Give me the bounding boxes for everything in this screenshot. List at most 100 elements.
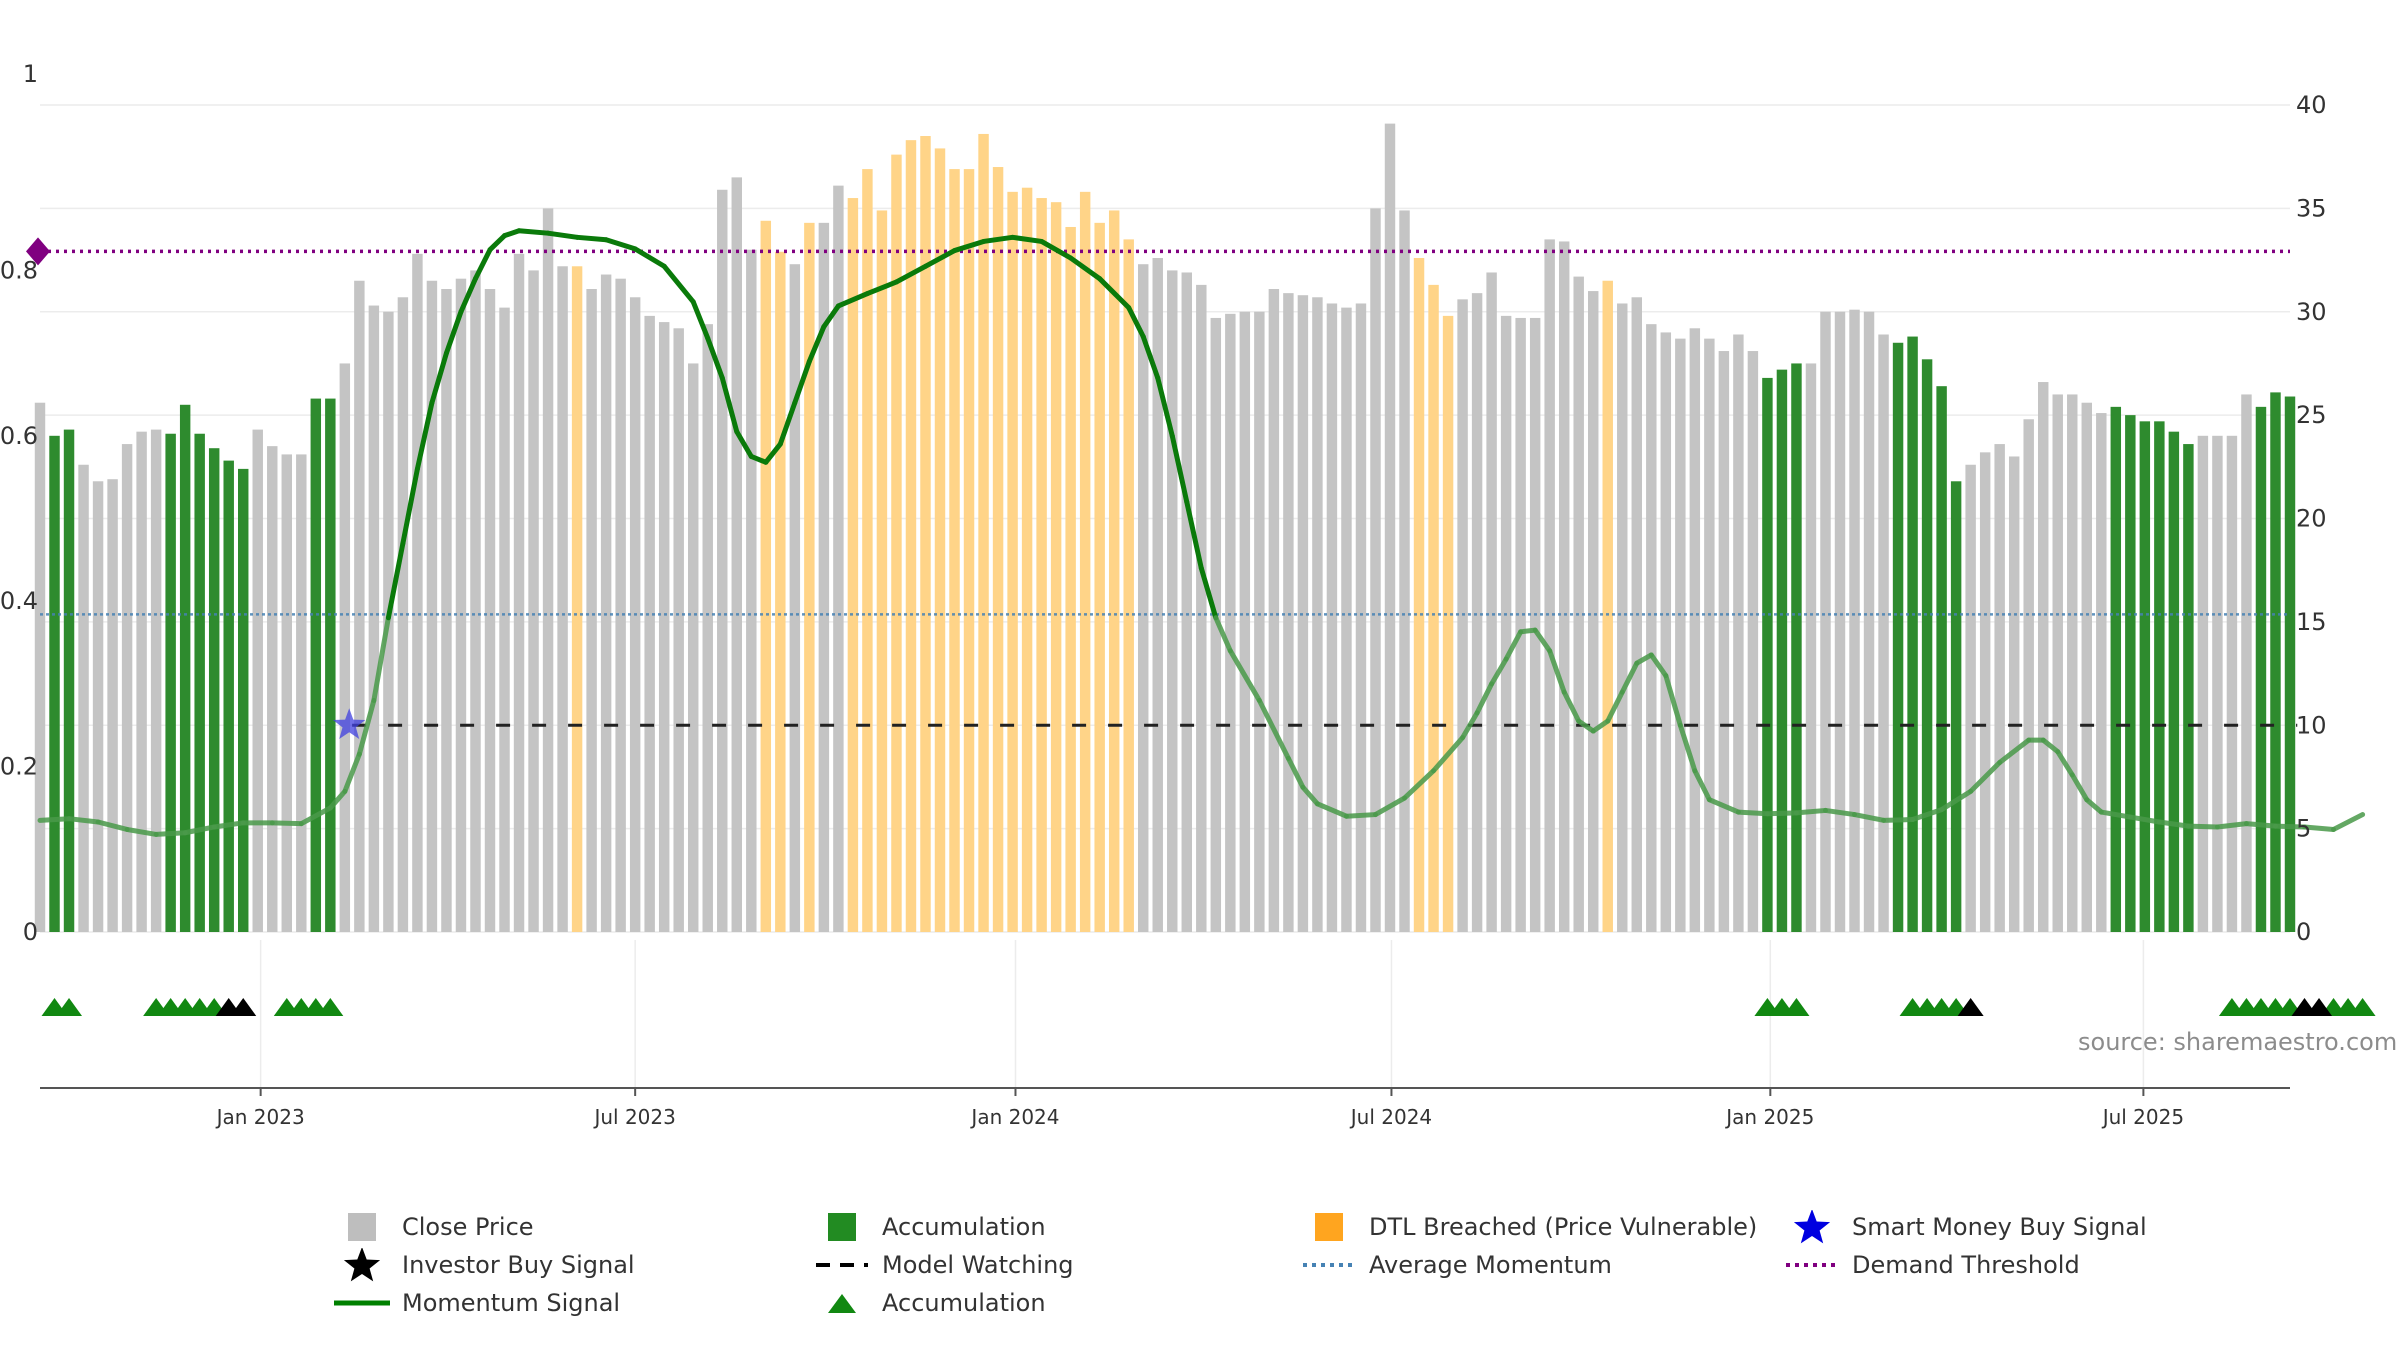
close-price-bar xyxy=(1239,311,1251,932)
close-price-bar xyxy=(1181,272,1192,932)
momentum-signal-segment xyxy=(298,805,333,827)
legend-swatch xyxy=(828,1294,856,1313)
momentum-signal-segment xyxy=(2084,797,2104,815)
legend-symbol xyxy=(810,1248,874,1282)
momentum-signal-segment xyxy=(1735,809,1770,817)
dtl-breached-bar xyxy=(1007,191,1018,932)
close-price-bar xyxy=(455,278,467,932)
dtl-breached-bar xyxy=(804,222,815,932)
momentum-signal-segment xyxy=(443,309,464,356)
momentum-signal-segment xyxy=(400,466,420,546)
close-price-bar xyxy=(746,249,757,933)
close-price-bar xyxy=(528,270,539,932)
close-price-bar xyxy=(354,280,365,932)
close-price-bar xyxy=(1471,293,1483,933)
dtl-breached-bar xyxy=(1021,187,1033,932)
right-axis-tick-label: 20 xyxy=(2296,505,2327,533)
right-axis-tick-label: 0 xyxy=(2296,918,2311,946)
momentum-signal-segment xyxy=(429,350,449,406)
accumulation-bar xyxy=(179,404,191,933)
momentum-signal-segment xyxy=(1910,807,1945,823)
momentum-signal-segment xyxy=(1285,755,1306,790)
momentum-signal-segment xyxy=(95,819,130,832)
dtl-breached-bar xyxy=(760,220,772,932)
momentum-signal-segment xyxy=(748,453,769,465)
close-price-bar xyxy=(1326,303,1338,933)
momentum-signal-segment xyxy=(864,279,899,297)
right-axis-tick-label: 30 xyxy=(2296,298,2327,326)
close-price-bar xyxy=(731,177,742,933)
momentum-signal-segment xyxy=(1634,652,1654,666)
momentum-signal-segment xyxy=(458,276,478,315)
close-price-bar xyxy=(1138,264,1149,932)
legend-symbol xyxy=(1297,1210,1361,1244)
accumulation-bar xyxy=(165,433,176,932)
close-price-bar xyxy=(1341,307,1352,932)
close-price-bar xyxy=(2023,419,2034,932)
momentum-signal-segment xyxy=(211,820,246,830)
momentum-signal-segment xyxy=(690,299,711,341)
accumulation-bar xyxy=(2270,392,2281,932)
close-price-bar xyxy=(412,253,423,933)
right-axis-tick-label: 15 xyxy=(2296,608,2327,636)
legend-item: Accumulation xyxy=(810,1210,1046,1244)
dtl-breached-bar xyxy=(775,251,786,933)
close-price-bar xyxy=(1254,311,1265,932)
close-price-bar xyxy=(1529,317,1541,932)
close-price-bar xyxy=(470,270,481,932)
momentum-signal-segment xyxy=(1968,759,2003,794)
close-price-bar xyxy=(1718,351,1730,933)
close-price-bar xyxy=(717,189,728,932)
momentum-signal-segment xyxy=(981,234,1016,244)
dtl-breached-bar xyxy=(963,169,975,932)
momentum-signal-segment xyxy=(1590,718,1611,734)
legend-symbol xyxy=(1297,1248,1361,1282)
momentum-signal-segment xyxy=(327,788,348,811)
close-price-bar xyxy=(2197,435,2209,932)
legend-item: Accumulation xyxy=(810,1286,1046,1320)
close-price-bar xyxy=(252,429,263,932)
momentum-signal-segment xyxy=(2331,812,2366,832)
momentum-signal-segment xyxy=(821,303,841,330)
close-price-bar xyxy=(339,363,351,932)
accumulation-bar xyxy=(2110,406,2122,933)
momentum-signal-segment xyxy=(2127,814,2162,825)
momentum-signal-segment xyxy=(1227,648,1262,703)
dtl-breached-bar xyxy=(1442,315,1454,932)
momentum-signal-segment xyxy=(414,400,435,472)
signal-markers xyxy=(41,708,2376,1016)
accumulation-bar xyxy=(238,468,249,932)
close-price-bar xyxy=(1617,303,1628,933)
legend-swatch xyxy=(1303,1263,1355,1267)
legend-label: Demand Threshold xyxy=(1852,1251,2080,1279)
left-axis-tick-label: 1 xyxy=(23,60,38,88)
momentum-signal-segment xyxy=(893,263,928,285)
legend-label: DTL Breached (Price Vulnerable) xyxy=(1369,1213,1758,1241)
close-price-bar xyxy=(1500,315,1512,932)
dtl-breached-bar xyxy=(1036,198,1047,933)
momentum-signal-segment xyxy=(1706,797,1741,815)
accumulation-bar xyxy=(223,460,234,932)
momentum-signal-segment xyxy=(385,540,406,621)
close-price-bar xyxy=(499,307,510,932)
accumulation-bar xyxy=(63,429,75,932)
legend-label: Model Watching xyxy=(882,1251,1074,1279)
accumulation-triangle xyxy=(1783,998,1810,1016)
legend-symbol xyxy=(1780,1248,1844,1282)
right-axis-tick-label: 40 xyxy=(2296,91,2327,119)
momentum-signal-segment xyxy=(1881,817,1916,823)
close-price-bar xyxy=(1399,210,1410,932)
momentum-signal-segment xyxy=(792,358,812,406)
accumulation-bar xyxy=(1892,342,1904,932)
close-price-bar xyxy=(1588,291,1599,932)
momentum-signal-segment xyxy=(487,233,508,253)
price-bars xyxy=(34,123,2296,933)
momentum-signal-segment xyxy=(1068,255,1103,282)
momentum-signal-segment xyxy=(1213,615,1233,654)
momentum-signal-segment xyxy=(1997,737,2032,765)
momentum-signal-segment xyxy=(1372,795,1408,818)
momentum-signal-segment xyxy=(1256,697,1291,761)
momentum-signal-segment xyxy=(1039,238,1074,261)
